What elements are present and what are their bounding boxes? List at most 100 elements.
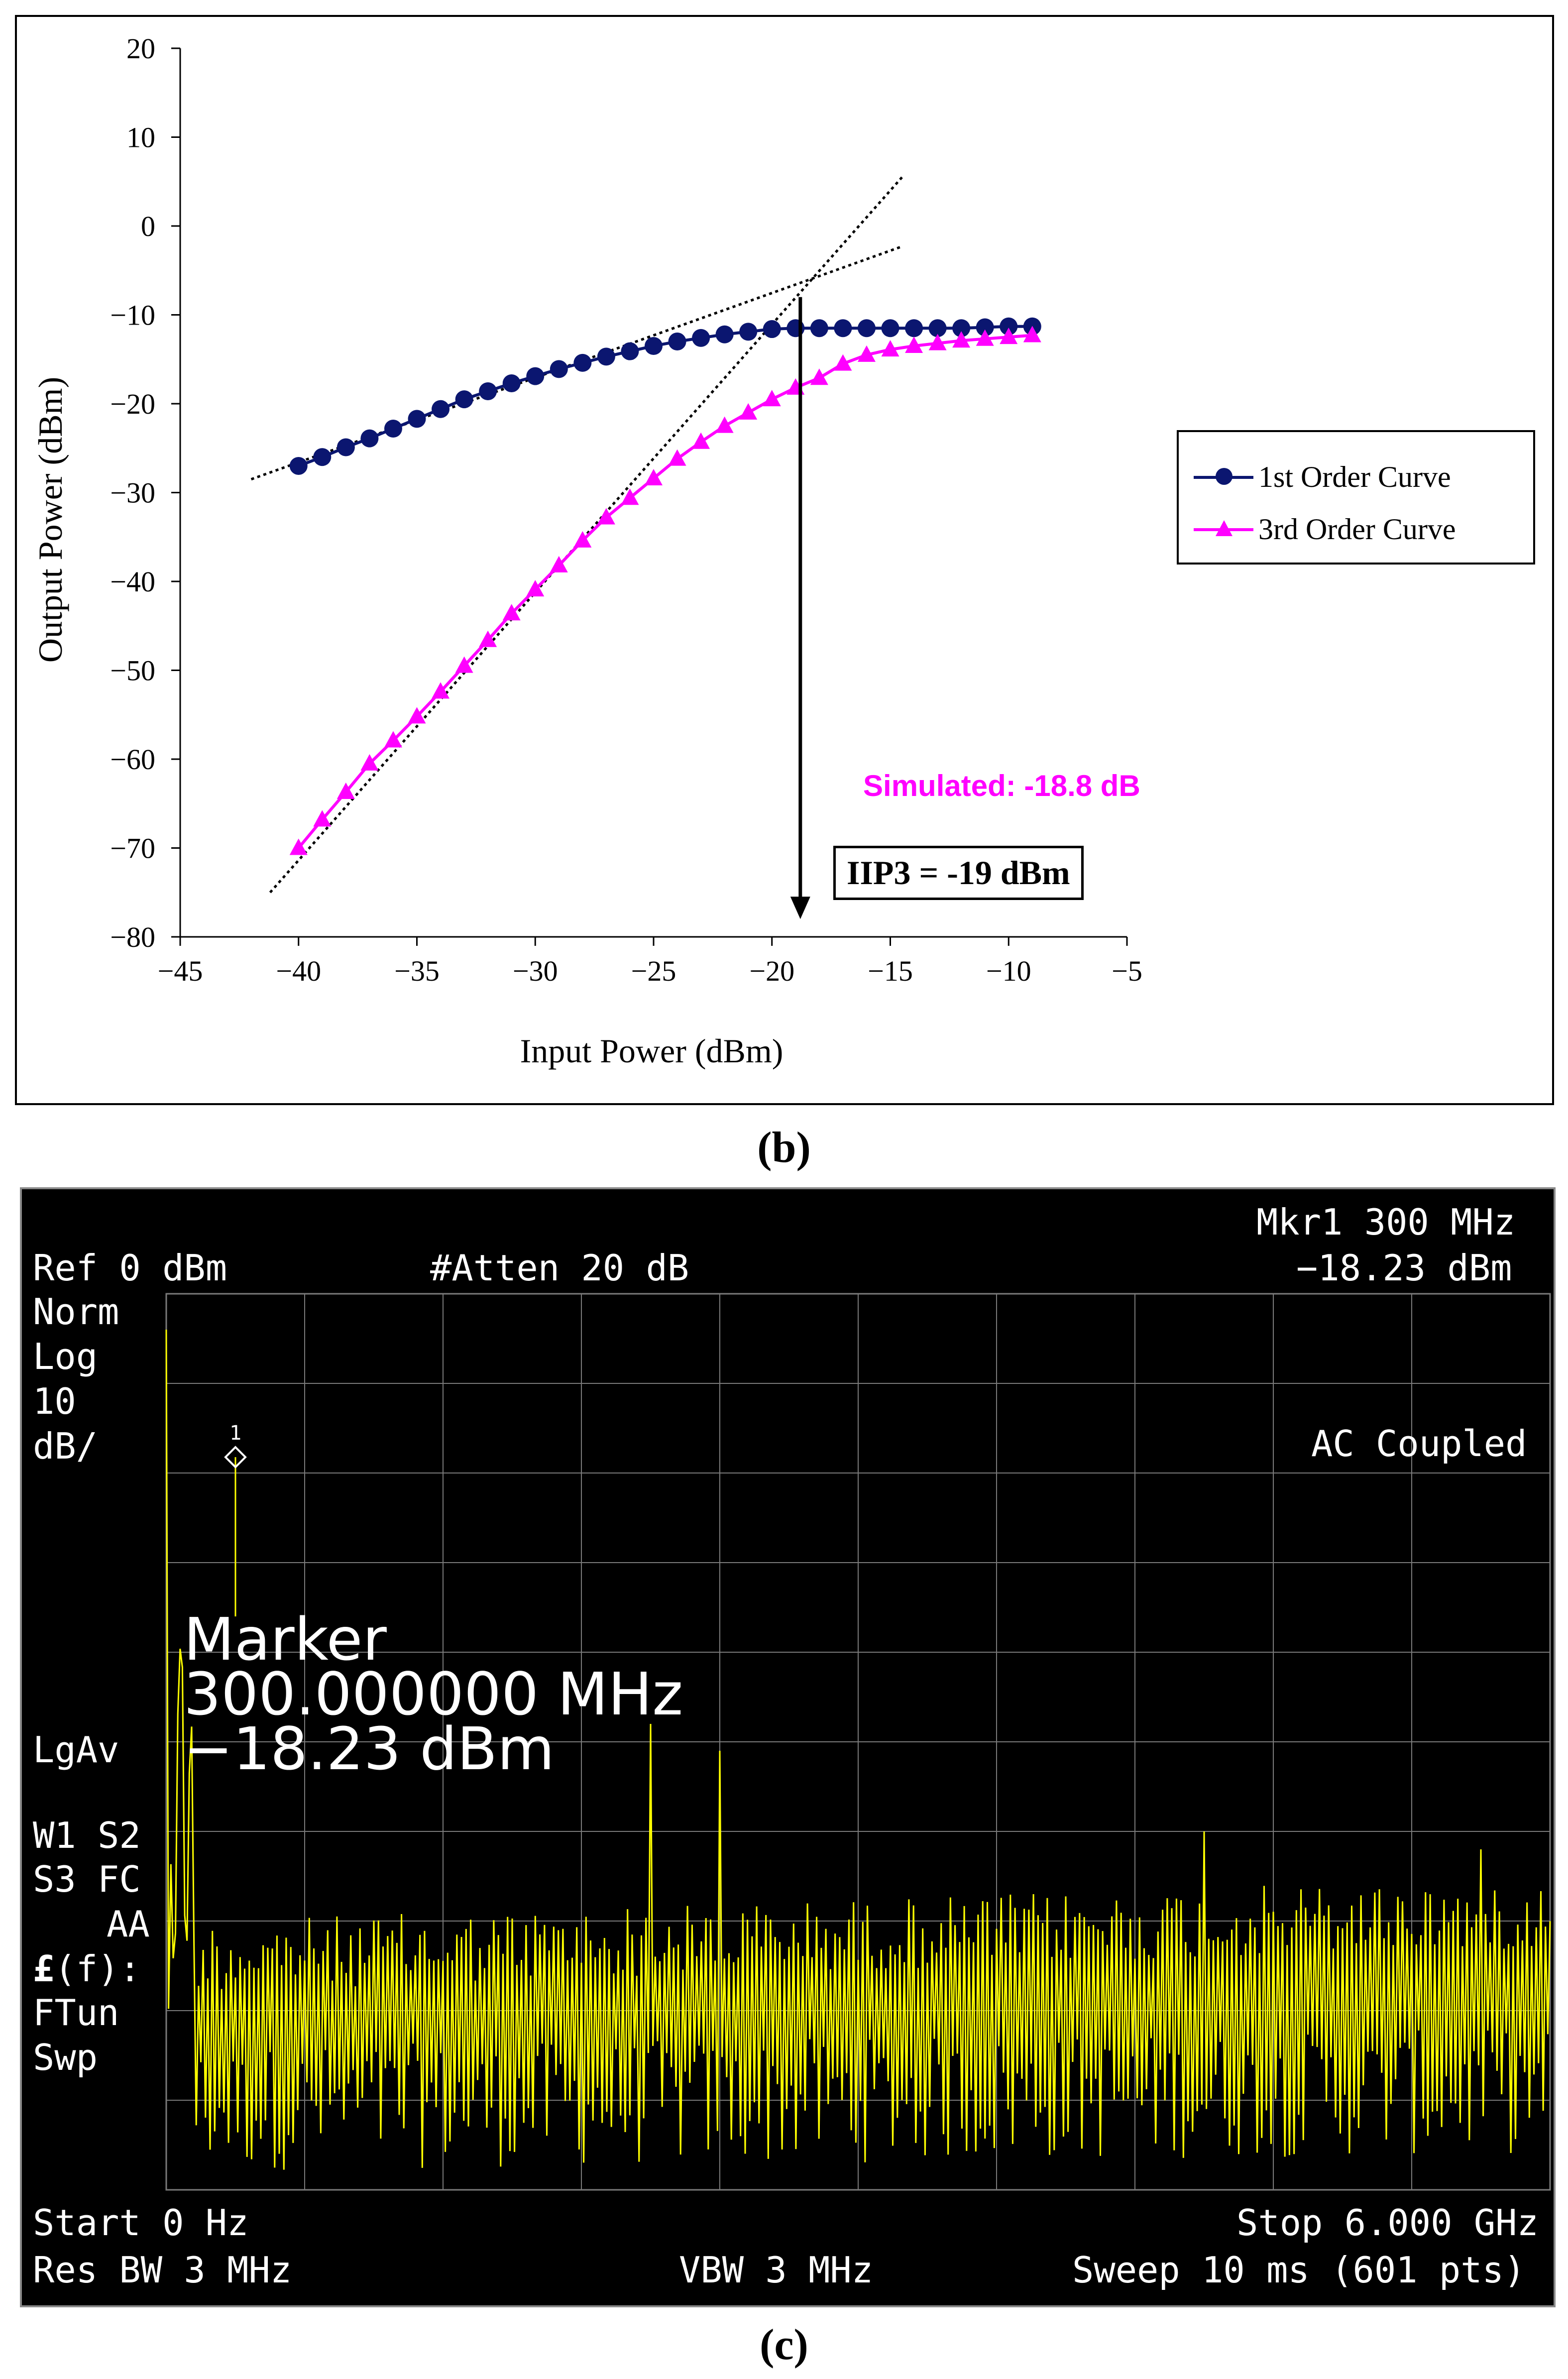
- label-w1-s2: W1 S2: [33, 1814, 141, 1856]
- x-tick-label: −5: [1112, 955, 1142, 987]
- point-3rd-order: [905, 336, 923, 353]
- legend-label-1st: 1st Order Curve: [1258, 460, 1451, 493]
- point-1st-order: [550, 360, 568, 378]
- x-tick-label: −40: [276, 955, 321, 987]
- label-db-div: dB/: [33, 1425, 98, 1467]
- marker-readout-freq: 300.000000 MHz: [184, 1660, 683, 1728]
- ip3-chart-panel: −45 −40 −35 −30 −25 −20 −15 −10 −5 20 10 0 −10 −20 −30…: [15, 15, 1554, 1105]
- point-3rd-order: [763, 390, 781, 407]
- label-aa: AA: [107, 1903, 150, 1945]
- point-1st-order: [526, 367, 545, 385]
- x-tick-label: −45: [158, 955, 203, 987]
- start-frequency: Start 0 Hz: [33, 2202, 249, 2244]
- point-3rd-order: [384, 731, 402, 748]
- point-3rd-order: [432, 682, 450, 699]
- point-3rd-order: [360, 754, 379, 771]
- marker-readout-level: −18.23 dBm: [184, 1714, 555, 1783]
- label-lgav: LgAv: [33, 1729, 119, 1771]
- spectrum-analyzer-screen: 1 Mkr1 300 MHz Ref 0 dBm #Atten 20 dB −1…: [20, 1187, 1556, 2307]
- point-3rd-order: [928, 334, 947, 350]
- label-ef-suffix: (f):: [54, 1948, 141, 1990]
- point-1st-order: [881, 319, 899, 338]
- point-3rd-order: [645, 468, 663, 485]
- point-3rd-order: [313, 810, 332, 827]
- y-tick-label: −50: [110, 655, 155, 687]
- legend-swatch-3rd: [1194, 517, 1253, 542]
- spectrum-trace: [165, 1329, 1551, 2170]
- caption-b: (b): [757, 1124, 811, 1172]
- video-bandwidth: VBW 3 MHz: [679, 2249, 874, 2291]
- point-1st-order: [621, 342, 639, 360]
- chart-axes: −45 −40 −35 −30 −25 −20 −15 −10 −5 20 10 0 −10 −20 −30…: [110, 32, 1142, 987]
- point-3rd-order: [479, 630, 497, 647]
- y-tick-label: −70: [110, 832, 155, 865]
- point-1st-order: [645, 337, 663, 355]
- point-1st-order: [763, 320, 781, 339]
- legend: 1st Order Curve 3rd Order Curve: [1177, 430, 1535, 565]
- stop-frequency: Stop 6.000 GHz: [1236, 2202, 1539, 2244]
- point-1st-order: [905, 319, 923, 338]
- point-1st-order: [432, 400, 450, 418]
- y-tick-label: −80: [110, 921, 155, 953]
- point-1st-order: [502, 374, 521, 392]
- y-tick-label: −40: [110, 566, 155, 598]
- reference-level: Ref 0 dBm: [33, 1247, 227, 1289]
- spectrum-plot: 1: [165, 1293, 1551, 2191]
- point-3rd-order: [881, 340, 899, 357]
- legend-label-3rd: 3rd Order Curve: [1258, 512, 1456, 546]
- x-axis-label: Input Power (dBm): [520, 1032, 784, 1070]
- label-ef-prefix: £: [33, 1948, 55, 1990]
- marker-1: 1: [224, 1422, 247, 1617]
- point-3rd-order: [739, 403, 758, 420]
- point-1st-order: [360, 429, 379, 448]
- point-1st-order: [976, 318, 994, 337]
- arrow-head: [790, 897, 810, 919]
- marker-readout-title: Marker: [184, 1605, 387, 1674]
- label-10: 10: [33, 1380, 76, 1422]
- extrapolation-lines: [250, 176, 903, 894]
- point-3rd-order: [810, 368, 828, 385]
- point-3rd-order: [455, 656, 473, 673]
- iip3-annotation: IIP3 = -19 dBm: [833, 846, 1084, 900]
- y-tick-label: 20: [126, 32, 155, 65]
- y-tick-label: 10: [126, 121, 155, 154]
- point-1st-order: [1000, 317, 1018, 336]
- point-3rd-order: [408, 707, 426, 724]
- point-3rd-order: [834, 354, 852, 371]
- marker-number: 1: [229, 1422, 241, 1445]
- graticule: [165, 1293, 1551, 2191]
- point-3rd-order: [952, 331, 971, 348]
- point-1st-order: [573, 353, 592, 372]
- x-tick-label: −15: [868, 955, 913, 987]
- point-1st-order: [668, 333, 686, 351]
- point-3rd-order: [1023, 326, 1041, 342]
- y-tick-label: −20: [110, 388, 155, 420]
- legend-swatch-1st: [1194, 464, 1253, 489]
- point-3rd-order: [526, 580, 545, 597]
- label-s3-fc: S3 FC: [33, 1858, 141, 1900]
- point-1st-order: [692, 329, 710, 347]
- caption-c: (c): [760, 2321, 808, 2369]
- ac-coupled: AC Coupled: [1311, 1423, 1527, 1465]
- label-log: Log: [33, 1336, 98, 1377]
- point-1st-order: [455, 390, 473, 409]
- point-3rd-order: [336, 783, 355, 799]
- legend-item-1st-order: 1st Order Curve: [1194, 454, 1451, 499]
- marker-level: −18.23 dBm: [1296, 1247, 1512, 1289]
- label-ftun: FTun: [33, 1992, 119, 2034]
- point-1st-order: [739, 323, 758, 341]
- label-ef: £(f):: [33, 1951, 141, 1987]
- iip3-arrow: [790, 297, 810, 919]
- point-3rd-order: [1000, 328, 1018, 344]
- y-tick-label: 0: [141, 210, 155, 242]
- point-1st-order: [384, 419, 402, 438]
- x-tick-label: −30: [513, 955, 558, 987]
- y-tick-label: −60: [110, 743, 155, 776]
- legend-item-3rd-order: 3rd Order Curve: [1194, 507, 1456, 552]
- ip3-chart: −45 −40 −35 −30 −25 −20 −15 −10 −5 20 10 0 −10 −20 −30…: [31, 32, 1142, 1070]
- simulated-annotation: Simulated: -18.8 dB: [863, 769, 1140, 802]
- y-tick-label: −30: [110, 477, 155, 509]
- point-3rd-order: [550, 556, 568, 572]
- point-1st-order: [336, 438, 355, 456]
- marker-diamond-icon[interactable]: [224, 1446, 247, 1469]
